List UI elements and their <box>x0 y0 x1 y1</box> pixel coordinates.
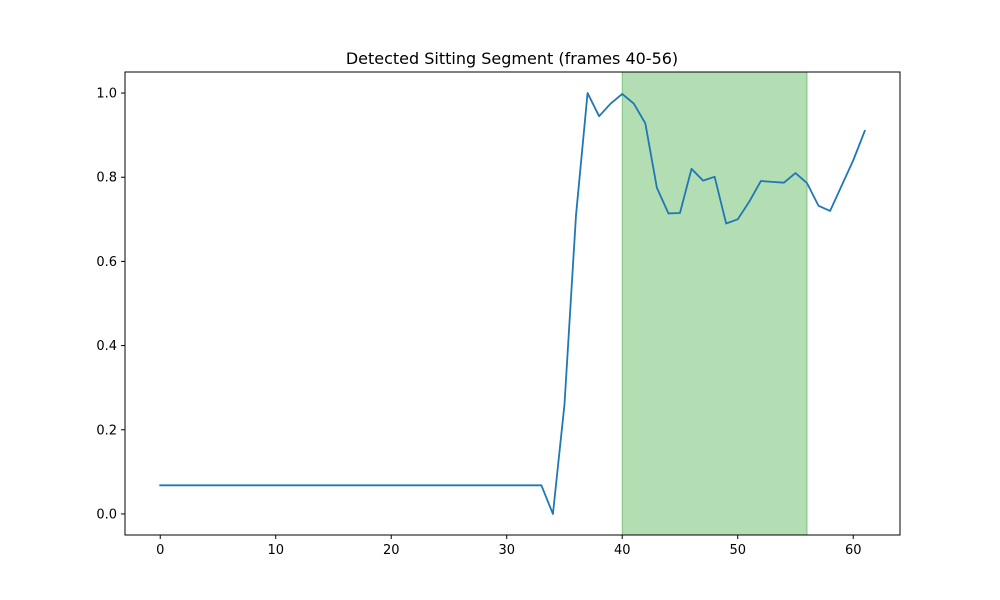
y-tick-label: 0.4 <box>96 339 117 354</box>
x-tick-label: 50 <box>729 543 746 558</box>
x-tick-label: 60 <box>845 543 862 558</box>
y-tick-label: 1.0 <box>96 87 117 102</box>
plot-frame <box>124 71 901 536</box>
y-tick-label: 0.6 <box>96 255 117 270</box>
x-tick-label: 10 <box>267 543 284 558</box>
x-tick-label: 40 <box>614 543 631 558</box>
y-tick-label: 0.8 <box>96 171 117 186</box>
series-line <box>159 92 866 515</box>
axes-layer <box>124 71 901 536</box>
x-tick-label: 30 <box>498 543 515 558</box>
x-tick-label: 0 <box>156 543 164 558</box>
x-tick-label: 20 <box>383 543 400 558</box>
chart-title: Detected Sitting Segment (frames 40-56) <box>346 49 678 68</box>
highlight-span <box>621 71 808 536</box>
y-tick-label: 0.0 <box>96 507 117 522</box>
ticks-layer: 0 10 20 30 40 50 60 0.0 0.2 0.4 0.6 0.8 1.0 <box>96 87 861 558</box>
y-tick-label: 0.2 <box>96 423 117 438</box>
line-layer <box>159 92 866 515</box>
highlight-layer <box>621 71 808 536</box>
